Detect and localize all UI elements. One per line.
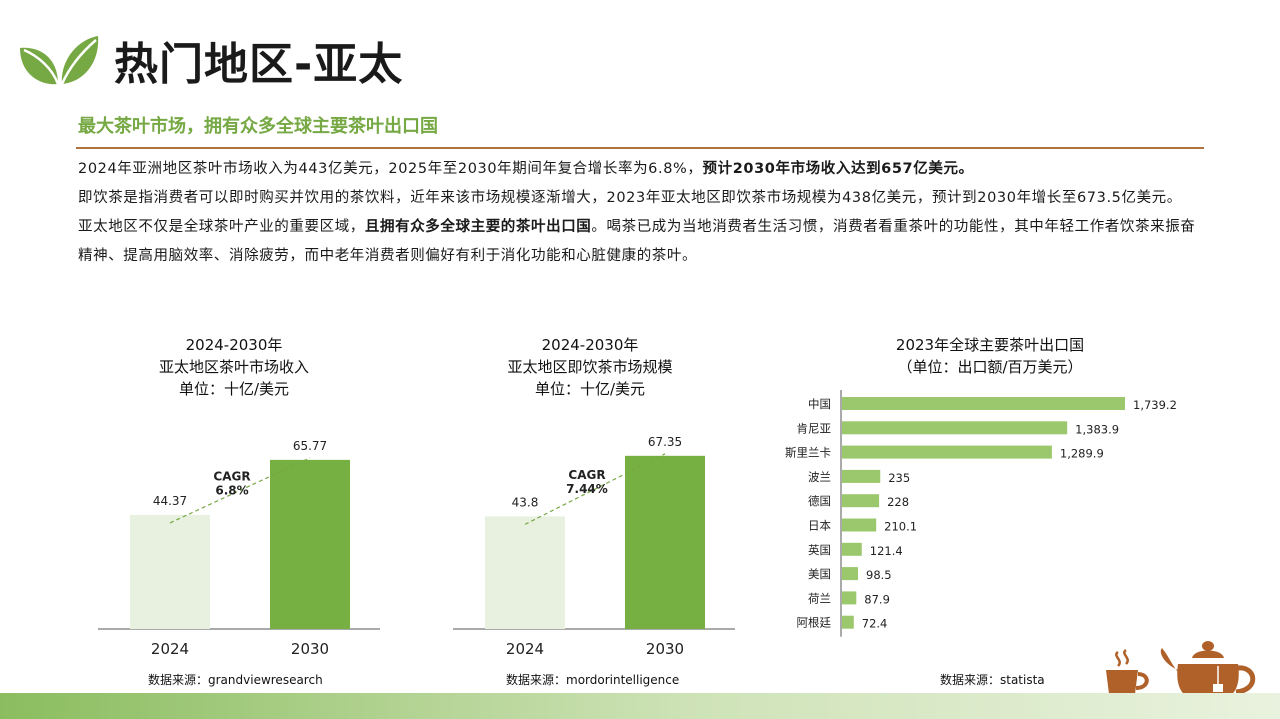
chart3-bar-0 xyxy=(842,397,1125,410)
chart1-value-label: 44.37 xyxy=(153,494,187,508)
footer-bar xyxy=(0,693,1280,719)
chart3-value-label: 1,289.9 xyxy=(1060,447,1104,461)
chart1-cagr-trend-line xyxy=(169,457,311,524)
chart3-category-label: 荷兰 xyxy=(808,591,831,605)
chart2-cagr-value: 7.44% xyxy=(566,482,608,496)
chart3-source: 数据来源：statista xyxy=(940,673,1045,687)
chart1-source: 数据来源：grandviewresearch xyxy=(148,673,323,687)
chart3-category-label: 英国 xyxy=(808,543,831,557)
chart3-category-label: 阿根廷 xyxy=(797,616,832,630)
chart3-exporters-bar-chart: 中国 1,739.2 肯尼亚 1,383.9 斯里兰卡 1,289.9 波兰 235 德国 228… xyxy=(785,390,1177,637)
chart3-value-label: 235 xyxy=(888,471,910,485)
chart2-category-label: 2030 xyxy=(646,640,684,658)
chart2-source: 数据来源：mordorintelligence xyxy=(506,673,680,687)
page-title: 热门地区-亚太 xyxy=(114,39,404,90)
tea-leaf-logo-icon xyxy=(20,36,99,85)
chart3-bar-4 xyxy=(842,494,880,508)
paragraph-1: 2024年亚洲地区茶叶市场收入为443亿美元，2025年至2030年期间年复合增… xyxy=(78,161,974,177)
chart2-value-label: 43.8 xyxy=(512,495,539,509)
chart3-category-label: 德国 xyxy=(808,494,831,508)
divider-rule xyxy=(76,147,1204,149)
chart2-cagr-label: CAGR xyxy=(568,468,605,482)
chart1-title: 2024-2030年 亚太地区茶叶市场收入 单位：十亿/美元 xyxy=(158,336,309,398)
chart3-title: 2023年全球主要茶叶出口国 （单位：出口额/百万美元） xyxy=(895,336,1085,376)
chart2-cagr-trend-line xyxy=(524,453,666,525)
chart3-category-label: 斯里兰卡 xyxy=(785,446,831,460)
chart3-bar-8 xyxy=(842,591,857,605)
paragraph-3: 亚太地区不仅是全球茶叶产业的重要区域，且拥有众多全球主要的茶叶出口国。喝茶已成为… xyxy=(78,219,1196,264)
chart3-bar-2 xyxy=(842,445,1052,459)
chart1-category-label: 2024 xyxy=(151,640,189,658)
chart3-value-label: 210.1 xyxy=(884,520,917,534)
chart1-cagr-label: CAGR xyxy=(213,469,250,483)
chart2-value-label: 67.35 xyxy=(648,435,682,449)
chart3-value-label: 228 xyxy=(887,495,909,509)
chart2-title: 2024-2030年 亚太地区即饮茶市场规模 单位：十亿/美元 xyxy=(507,336,673,398)
chart1-category-label: 2030 xyxy=(291,640,329,658)
chart3-bar-9 xyxy=(842,615,854,629)
chart3-value-label: 98.5 xyxy=(866,568,892,582)
chart1-value-label: 65.77 xyxy=(293,439,327,453)
chart2-bar-2030 xyxy=(625,455,705,629)
chart1-bar-2024 xyxy=(130,514,210,629)
paragraph-2: 即饮茶是指消费者可以即时购买并饮用的茶饮料，近年来该市场规模逐渐增大，2023年… xyxy=(78,190,1182,206)
chart2-bar-2024 xyxy=(485,516,565,629)
chart3-category-label: 美国 xyxy=(808,567,831,581)
chart3-bar-1 xyxy=(842,421,1068,435)
chart2-category-label: 2024 xyxy=(506,640,544,658)
chart3-category-label: 日本 xyxy=(808,519,831,533)
chart3-value-label: 121.4 xyxy=(870,544,903,558)
chart3-category-label: 肯尼亚 xyxy=(797,421,832,435)
chart3-value-label: 87.9 xyxy=(864,592,890,606)
chart3-bar-7 xyxy=(842,567,859,581)
body-text: 2024年亚洲地区茶叶市场收入为443亿美元，2025年至2030年期间年复合增… xyxy=(78,155,1208,271)
chart1-bar-2030 xyxy=(270,459,350,629)
chart3-value-label: 1,383.9 xyxy=(1075,422,1119,436)
chart1-cagr-value: 6.8% xyxy=(215,483,248,497)
chart3-bar-3 xyxy=(842,469,881,483)
chart3-bar-6 xyxy=(842,542,862,556)
chart3-category-label: 波兰 xyxy=(808,470,831,484)
chart3-value-label: 1,739.2 xyxy=(1133,398,1177,412)
section-subtitle: 最大茶叶市场，拥有众多全球主要茶叶出口国 xyxy=(78,116,438,137)
teapot-icon xyxy=(1160,641,1256,702)
chart3-value-label: 72.4 xyxy=(862,617,888,631)
chart3-category-label: 中国 xyxy=(808,397,831,411)
chart3-bar-5 xyxy=(842,518,877,532)
